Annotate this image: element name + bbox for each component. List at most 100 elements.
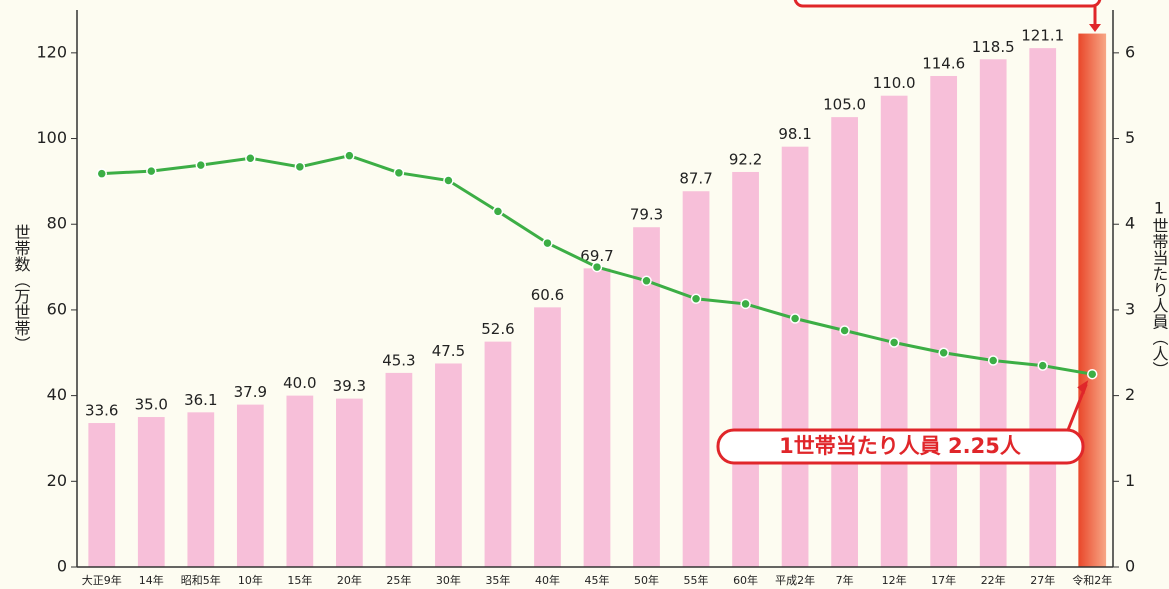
y2-tick-label: 0 — [1125, 557, 1135, 576]
line-point — [195, 159, 207, 171]
bar — [930, 75, 958, 567]
line-point — [294, 161, 306, 173]
y-tick-label: 0 — [57, 557, 67, 576]
bar — [187, 412, 215, 567]
x-tick-label: 14年 — [139, 573, 164, 587]
bar — [732, 171, 759, 567]
value-label: 121.1 — [1021, 27, 1064, 45]
bar — [979, 59, 1007, 568]
y2-tick-label: 3 — [1125, 299, 1135, 318]
x-tick-label: 15年 — [287, 573, 312, 587]
x-tick-label: 27年 — [1030, 573, 1055, 587]
bar — [1029, 48, 1057, 568]
line-point — [938, 347, 949, 359]
bar — [286, 395, 314, 567]
line-point — [443, 175, 454, 186]
x-tick-label: 55年 — [684, 573, 709, 587]
value-label: 35.0 — [135, 396, 168, 414]
x-tick-label: 10年 — [238, 573, 263, 587]
bar — [336, 398, 363, 567]
value-label: 87.7 — [679, 170, 712, 188]
bar — [484, 341, 512, 567]
value-label: 47.5 — [432, 342, 465, 360]
value-label: 36.1 — [184, 391, 217, 409]
bar — [880, 95, 908, 567]
annotation: 1世帯当たり人員 2.25人 — [779, 434, 1021, 458]
line-point — [641, 275, 652, 287]
x-tick-label: 7年 — [836, 573, 854, 587]
bar — [781, 146, 809, 567]
bar — [236, 404, 264, 567]
callout-box-top — [793, 0, 1102, 8]
line-point — [987, 355, 999, 366]
callout-arrowhead-top — [1089, 24, 1101, 32]
y2-tick-label: 1 — [1125, 471, 1135, 490]
line-point — [344, 150, 355, 161]
x-tick-label: 令和2年 — [1072, 573, 1112, 587]
x-tick-label: 35年 — [485, 573, 510, 587]
line-point — [690, 293, 702, 305]
value-label: 52.6 — [481, 320, 514, 338]
value-label: 45.3 — [382, 351, 415, 369]
bar — [534, 307, 561, 567]
x-tick-label: 25年 — [386, 573, 411, 587]
value-label: 37.9 — [234, 383, 267, 401]
line-point — [96, 168, 108, 179]
bar — [583, 268, 611, 567]
bar — [137, 417, 165, 567]
bar — [831, 117, 858, 567]
y-tick-label: 120 — [36, 42, 67, 61]
value-label: 114.6 — [922, 54, 965, 72]
value-label: 98.1 — [778, 125, 811, 143]
y-tick-label: 60 — [47, 299, 67, 318]
value-label: 92.2 — [729, 150, 762, 168]
value-label: 60.6 — [531, 286, 564, 304]
value-label: 79.3 — [630, 206, 663, 224]
x-tick-label: 22年 — [981, 573, 1006, 587]
line-point — [393, 167, 405, 179]
line-point — [542, 237, 553, 249]
value-label: 118.5 — [972, 38, 1015, 56]
x-tick-label: 平成2年 — [775, 573, 815, 587]
line-point — [245, 152, 256, 164]
line-point — [1037, 360, 1048, 371]
value-label: 33.6 — [85, 402, 118, 420]
bar — [385, 372, 413, 567]
x-tick-label: 40年 — [535, 573, 560, 587]
line-point — [888, 337, 900, 348]
x-tick-label: 大正9年 — [82, 573, 122, 587]
bar — [682, 191, 710, 567]
line-point — [740, 298, 751, 310]
y2-tick-label: 5 — [1125, 128, 1135, 147]
value-label: 105.0 — [823, 96, 866, 114]
x-tick-label: 50年 — [634, 573, 659, 587]
y-tick-label: 40 — [47, 385, 67, 404]
y2-tick-label: 4 — [1125, 214, 1135, 233]
line-point — [146, 165, 157, 177]
y-axis-label: 世帯数（万世帯） — [12, 224, 31, 352]
line-point — [789, 313, 801, 324]
line-point — [492, 206, 504, 217]
y2-axis-label: 1世帯当たり人員（人） — [1150, 199, 1169, 378]
x-tick-label: 45年 — [585, 573, 610, 587]
line-point — [839, 325, 850, 336]
line-point — [1086, 368, 1098, 380]
y-tick-label: 80 — [47, 214, 67, 233]
bar — [88, 423, 116, 567]
line-point — [591, 261, 603, 273]
y2-tick-label: 2 — [1125, 385, 1135, 404]
bar — [1078, 33, 1107, 568]
value-label: 69.7 — [580, 247, 613, 265]
bar — [435, 363, 462, 567]
value-label: 39.3 — [333, 377, 366, 395]
y-tick-label: 20 — [47, 471, 67, 490]
y2-tick-label: 6 — [1125, 42, 1135, 61]
x-tick-label: 20年 — [337, 573, 362, 587]
x-tick-label: 昭和5年 — [181, 573, 221, 587]
x-tick-label: 17年 — [931, 573, 956, 587]
x-tick-label: 30年 — [436, 573, 461, 587]
x-tick-label: 60年 — [733, 573, 758, 587]
value-label: 40.0 — [283, 374, 316, 392]
